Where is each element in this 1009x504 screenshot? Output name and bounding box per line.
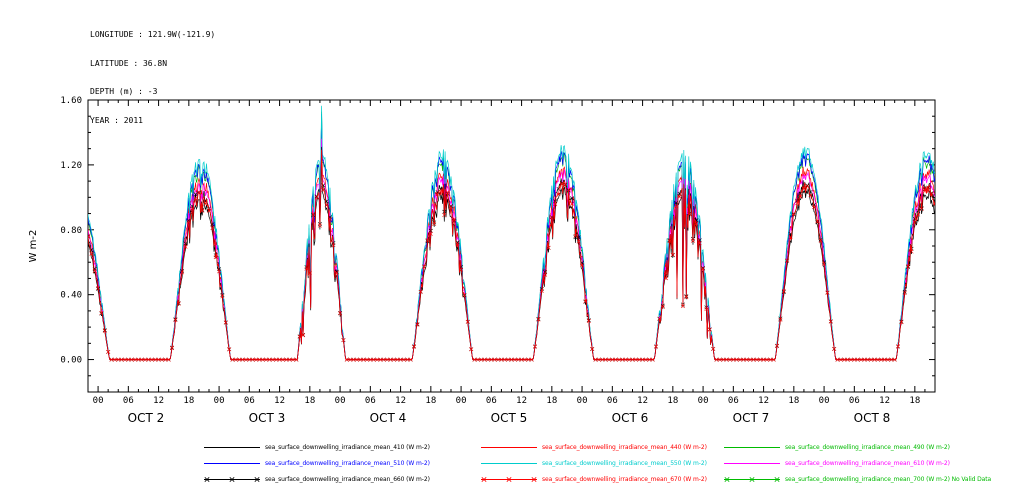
x-day-label: OCT 2 xyxy=(128,411,165,425)
legend-item-490: sea_surface_downwelling_irradiance_mean_… xyxy=(723,442,991,452)
x-tick-label: 06 xyxy=(849,396,860,406)
x-tick-label: 06 xyxy=(365,396,376,406)
y-tick-label: 0.00 xyxy=(60,356,82,366)
x-tick-label: 00 xyxy=(456,396,467,406)
x-tick-label: 06 xyxy=(123,396,134,406)
x-tick-label: 12 xyxy=(637,396,648,406)
x-tick-label: 06 xyxy=(728,396,739,406)
x-tick-label: 06 xyxy=(607,396,618,406)
y-tick-label: 1.20 xyxy=(60,161,82,171)
x-day-label: OCT 8 xyxy=(854,411,891,425)
x-axis: 00 06 12 18 00 06 12 18 00 06 12 18 00 06 12 18 00 06 12 18… xyxy=(87,100,936,425)
legend-sample-510 xyxy=(204,462,260,464)
legend-sample-610 xyxy=(724,462,780,464)
legend-item-550: sea_surface_downwelling_irradiance_mean_… xyxy=(480,458,723,468)
x-tick-label: 00 xyxy=(698,396,709,406)
x-day-label: OCT 3 xyxy=(249,411,286,425)
header-year: YEAR : 2011 xyxy=(90,115,143,125)
x-tick-label: 06 xyxy=(486,396,497,406)
x-day-label: OCT 5 xyxy=(491,411,528,425)
header-info: LONGITUDE : 121.9W(-121.9) LATITUDE : 36… xyxy=(90,11,215,135)
x-tick-label: 06 xyxy=(244,396,255,406)
legend-sample-410 xyxy=(204,446,260,448)
legend-label-550: sea_surface_downwelling_irradiance_mean_… xyxy=(542,459,707,467)
legend-sample-670 xyxy=(481,476,537,482)
header-longitude: LONGITUDE : 121.9W(-121.9) xyxy=(90,30,216,39)
legend-item-410: sea_surface_downwelling_irradiance_mean_… xyxy=(203,442,480,452)
x-day-label: OCT 7 xyxy=(733,411,770,425)
x-tick-label: 12 xyxy=(274,396,285,406)
legend-item-700: sea_surface_downwelling_irradiance_mean_… xyxy=(723,474,991,484)
x-tick-label: 18 xyxy=(546,396,557,406)
x-day-label: OCT 4 xyxy=(370,411,407,425)
x-tick-label: 18 xyxy=(425,396,436,406)
legend-label-490: sea_surface_downwelling_irradiance_mean_… xyxy=(785,443,950,451)
y-tick-label: 1.60 xyxy=(60,96,82,106)
legend: sea_surface_downwelling_irradiance_mean_… xyxy=(203,442,991,484)
x-tick-label: 12 xyxy=(516,396,527,406)
series-markers-670 xyxy=(88,181,935,362)
x-tick-label: 12 xyxy=(153,396,164,406)
chart-canvas: W m-2 00 06 12 18 00 06 12 18 00 06 12 18 00 06 12 18 00… xyxy=(28,96,936,425)
x-tick-label: 18 xyxy=(304,396,315,406)
legend-label-510: sea_surface_downwelling_irradiance_mean_… xyxy=(265,459,430,467)
legend-item-660: sea_surface_downwelling_irradiance_mean_… xyxy=(203,474,480,484)
x-tick-label: 00 xyxy=(93,396,104,406)
y-tick-label: 0.80 xyxy=(60,226,82,236)
legend-sample-490 xyxy=(724,446,780,448)
x-tick-label: 00 xyxy=(577,396,588,406)
legend-label-700: sea_surface_downwelling_irradiance_mean_… xyxy=(785,475,992,483)
legend-label-410: sea_surface_downwelling_irradiance_mean_… xyxy=(265,443,430,451)
legend-item-510: sea_surface_downwelling_irradiance_mean_… xyxy=(203,458,480,468)
x-tick-label: 00 xyxy=(214,396,225,406)
legend-label-610: sea_surface_downwelling_irradiance_mean_… xyxy=(785,459,950,467)
x-tick-label: 12 xyxy=(879,396,890,406)
x-tick-label: 12 xyxy=(395,396,406,406)
legend-sample-440 xyxy=(481,446,537,448)
legend-item-440: sea_surface_downwelling_irradiance_mean_… xyxy=(480,442,723,452)
series-markers-660 xyxy=(88,181,935,362)
legend-item-610: sea_surface_downwelling_irradiance_mean_… xyxy=(723,458,991,468)
header-depth: DEPTH (m) : -3 xyxy=(90,87,158,96)
y-axis-title: W m-2 xyxy=(28,230,39,263)
x-tick-label: 18 xyxy=(183,396,194,406)
x-tick-label: 18 xyxy=(788,396,799,406)
legend-label-670: sea_surface_downwelling_irradiance_mean_… xyxy=(542,475,707,483)
header-latitude: LATITUDE : 36.8N xyxy=(90,58,168,68)
x-tick-label: 18 xyxy=(909,396,920,406)
legend-sample-700 xyxy=(724,476,780,482)
x-tick-label: 00 xyxy=(335,396,346,406)
x-tick-label: 12 xyxy=(758,396,769,406)
y-axis: 0.00 0.40 0.80 1.20 1.60 xyxy=(60,96,935,393)
legend-label-660: sea_surface_downwelling_irradiance_mean_… xyxy=(265,475,430,483)
x-tick-label: 00 xyxy=(819,396,830,406)
legend-label-440: sea_surface_downwelling_irradiance_mean_… xyxy=(542,443,707,451)
x-tick-label: 18 xyxy=(667,396,678,406)
legend-sample-550 xyxy=(481,462,537,464)
legend-item-670: sea_surface_downwelling_irradiance_mean_… xyxy=(480,474,723,484)
y-tick-label: 0.40 xyxy=(60,291,82,301)
x-day-label: OCT 6 xyxy=(612,411,649,425)
legend-sample-660 xyxy=(204,476,260,482)
